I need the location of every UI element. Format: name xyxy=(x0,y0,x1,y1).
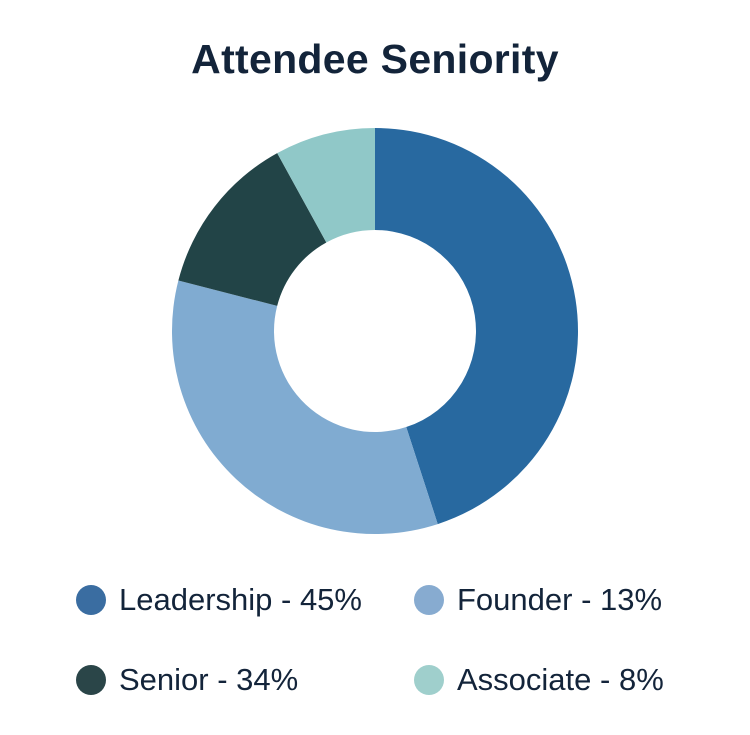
donut-slice-leadership xyxy=(375,128,578,525)
donut-slice-associate xyxy=(277,128,375,243)
donut-slice-senior xyxy=(172,280,438,534)
chart-title: Attendee Seniority xyxy=(191,36,559,82)
donut-slice-founder xyxy=(178,153,327,306)
